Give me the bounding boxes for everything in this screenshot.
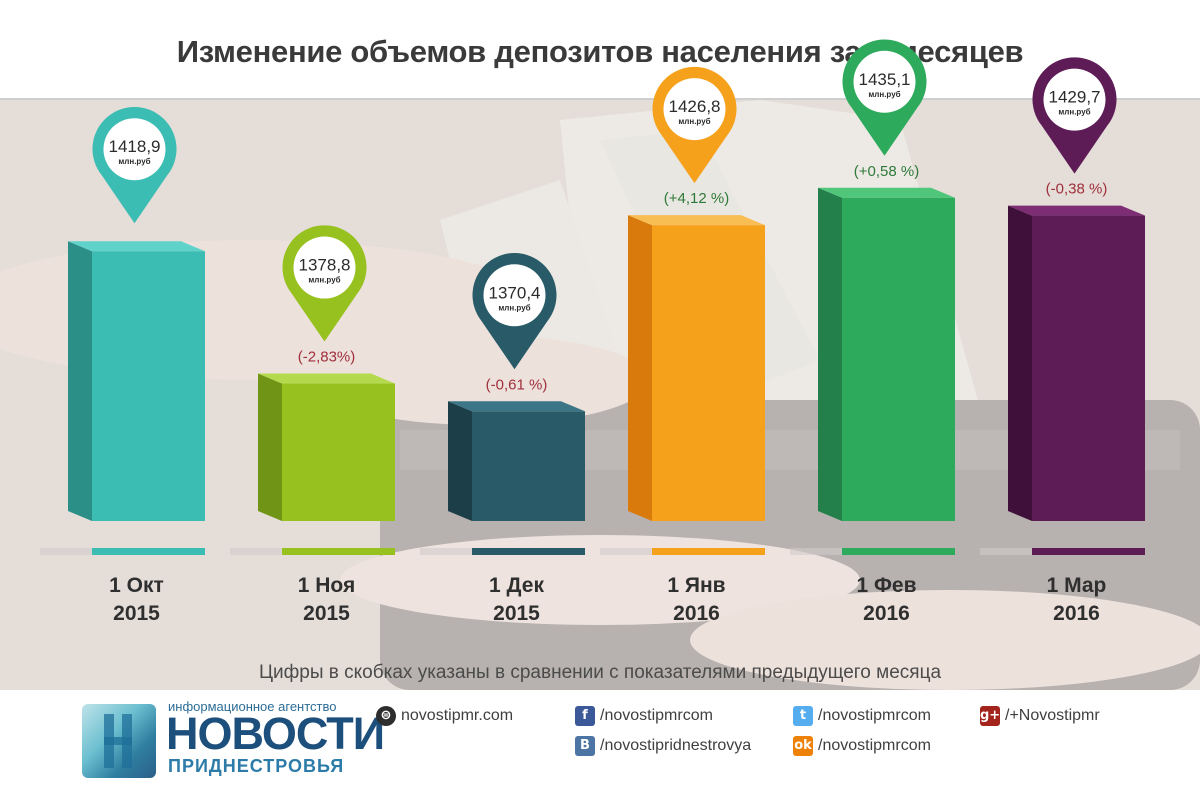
baseline-gap (420, 548, 480, 555)
change-label: (+4,12 %) (664, 190, 729, 207)
facebook-icon: f (575, 706, 595, 726)
footnote: Цифры в скобках указаны в сравнении с по… (258, 662, 942, 683)
change-label: (+0,58 %) (854, 163, 919, 180)
baseline-gap (40, 548, 100, 555)
category-year-label: 2016 (673, 602, 720, 625)
googleplus-label: /+Novostipmr (1005, 707, 1100, 724)
value-marker-disc (483, 264, 546, 327)
category-label: 1 Фев (856, 574, 916, 597)
baseline-segment (282, 548, 395, 555)
value-marker-disc (103, 118, 166, 181)
odnoklassniki-icon: ok (793, 736, 813, 756)
category-year-label: 2015 (493, 602, 540, 625)
baseline-segment (92, 548, 205, 555)
bar[interactable] (842, 197, 955, 521)
twitter-icon: t (793, 706, 813, 726)
baseline-segment (652, 548, 765, 555)
unit-label: млн.руб (498, 303, 530, 312)
baseline-gap (230, 548, 290, 555)
change-label: (-0,61 %) (486, 376, 548, 393)
bar-top (68, 241, 205, 252)
baseline-gap (790, 548, 850, 555)
vk-icon: B (575, 736, 595, 756)
website-label: novostipmr.com (401, 707, 514, 724)
logo-tagline: информационное агентство (168, 699, 337, 714)
bar-top (628, 215, 765, 226)
unit-label: млн.руб (868, 90, 900, 99)
value-marker-disc (663, 78, 726, 141)
category-year-label: 2015 (113, 602, 160, 625)
bar-top (448, 401, 585, 412)
website-link[interactable]: ⊜ novostipmr.com (376, 706, 513, 726)
globe-icon: ⊜ (376, 706, 396, 726)
bar-side (1008, 205, 1032, 521)
bar-top (818, 187, 955, 198)
baseline-gap (600, 548, 660, 555)
category-year-label: 2016 (1053, 602, 1100, 625)
googleplus-icon: g+ (980, 706, 1000, 726)
baseline-segment (842, 548, 955, 555)
twitter-link[interactable]: t /novostipmrcom (793, 706, 931, 726)
unit-label: млн.руб (1058, 108, 1090, 117)
bar[interactable] (472, 411, 585, 521)
category-year-label: 2016 (863, 602, 910, 625)
category-label: 1 Ноя (298, 574, 355, 597)
category-label: 1 Дек (489, 574, 544, 597)
vk-label: /novostipridnestrovya (600, 737, 752, 754)
unit-label: млн.руб (678, 117, 710, 126)
logo-region: ПРИДНЕСТРОВЬЯ (168, 756, 345, 776)
value-label: 1370,4 (489, 283, 541, 302)
news-logo-icon[interactable] (82, 704, 156, 778)
twitter-label: /novostipmrcom (818, 707, 931, 724)
baseline-gap (980, 548, 1040, 555)
odnoklassniki-link[interactable]: ok /novostipmrcom (793, 736, 931, 756)
footer: информационное агентство НОВОСТИ ПРИДНЕС… (0, 690, 1200, 800)
value-label: 1418,9 (109, 137, 161, 156)
category-year-label: 2015 (303, 602, 350, 625)
bar[interactable] (652, 225, 765, 521)
value-marker-disc (1043, 68, 1106, 131)
value-marker-disc (853, 50, 916, 113)
category-label: 1 Янв (667, 574, 725, 597)
bar-side (258, 373, 282, 521)
bar-side (818, 187, 842, 521)
googleplus-link[interactable]: g+ /+Novostipmr (980, 706, 1100, 726)
value-label: 1378,8 (299, 256, 351, 275)
odnoklassniki-label: /novostipmrcom (818, 737, 931, 754)
unit-label: млн.руб (118, 157, 150, 166)
baseline-segment (472, 548, 585, 555)
bar-side (628, 215, 652, 521)
bar-side (448, 401, 472, 521)
facebook-link[interactable]: f /novostipmrcom (575, 706, 713, 726)
change-label: (-2,83%) (298, 349, 356, 366)
bar-top (258, 373, 395, 384)
value-label: 1435,1 (859, 70, 911, 89)
change-label: (-0,38 %) (1046, 181, 1108, 198)
facebook-label: /novostipmrcom (600, 707, 713, 724)
value-label: 1429,7 (1049, 88, 1101, 107)
logo-name[interactable]: НОВОСТИ (166, 708, 385, 759)
baseline-segment (1032, 548, 1145, 555)
bar[interactable] (1032, 215, 1145, 521)
bar[interactable] (282, 383, 395, 521)
value-marker-disc (293, 236, 356, 299)
value-label: 1426,8 (669, 97, 721, 116)
bar[interactable] (92, 251, 205, 522)
vk-link[interactable]: B /novostipridnestrovya (575, 736, 751, 756)
category-label: 1 Окт (109, 574, 164, 597)
bar-side (68, 241, 92, 522)
bar-top (1008, 205, 1145, 216)
unit-label: млн.руб (308, 276, 340, 285)
category-label: 1 Мар (1047, 574, 1107, 597)
